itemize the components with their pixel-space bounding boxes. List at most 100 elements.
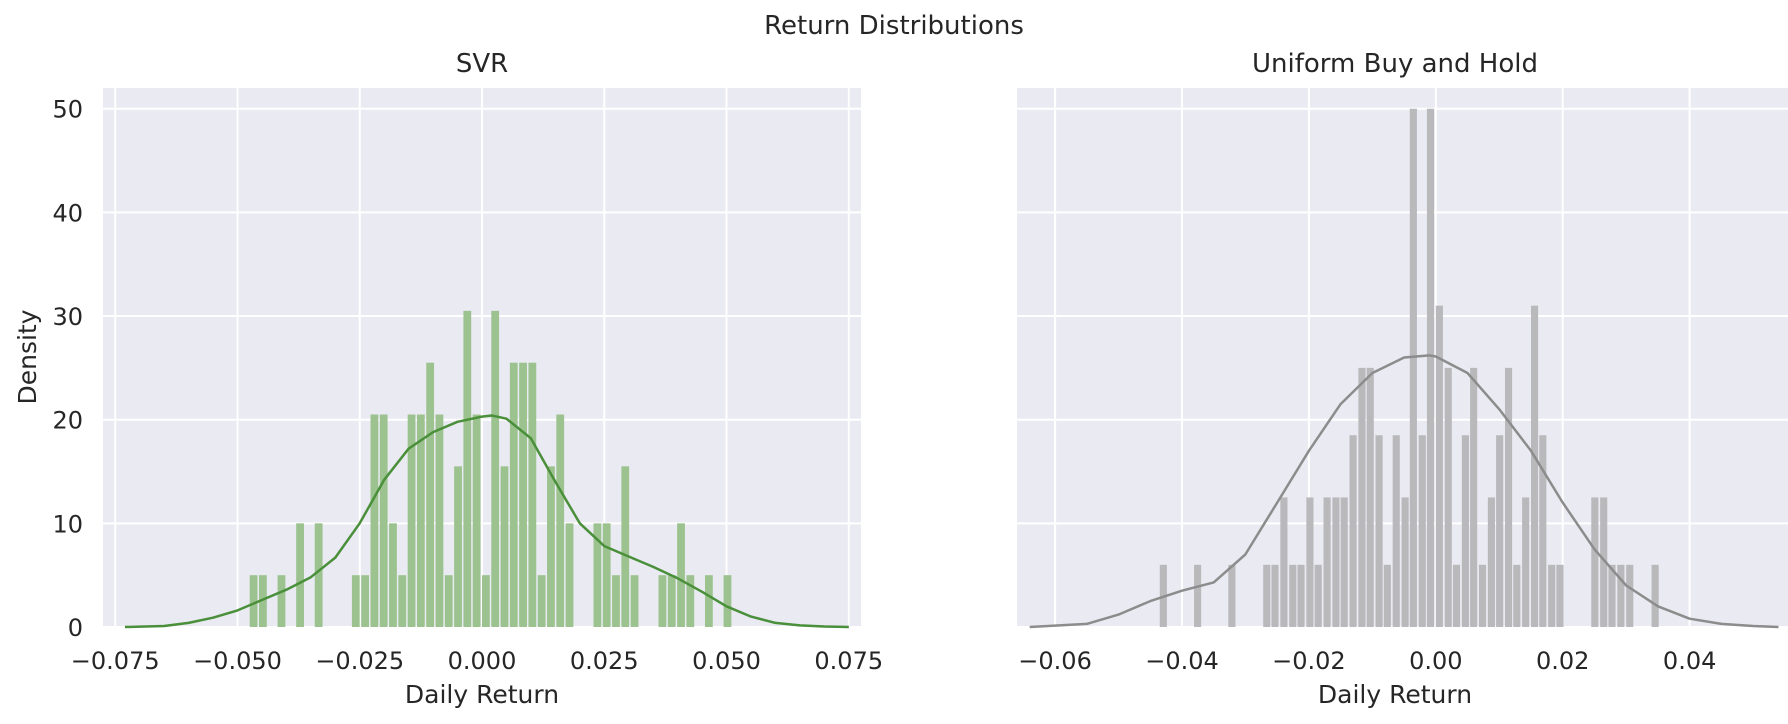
svr-hist-bar [658, 575, 667, 627]
svr-hist-bar [379, 414, 388, 627]
svr-y-tick-label: 50 [52, 96, 83, 124]
svr-title: SVR [456, 49, 508, 79]
uniform-x-axis-label: Daily Return [1318, 680, 1472, 709]
svr-hist-bar [426, 362, 435, 627]
uniform-hist-bar [1452, 564, 1461, 627]
svr-hist-bar [547, 466, 555, 627]
uniform-hist-bar [1349, 435, 1357, 627]
svr-hist-bar [667, 575, 676, 627]
svr-hist-bar [528, 362, 537, 627]
svr-hist-bar [314, 523, 323, 627]
uniform-x-tick-label: 0.04 [1663, 647, 1716, 675]
uniform-x-tick-label: 0.00 [1409, 647, 1462, 675]
uniform-hist-bar [1228, 564, 1236, 627]
uniform-hist-bar [1194, 564, 1202, 627]
uniform-hist-bar [1263, 564, 1271, 627]
uniform-hist-bar [1496, 435, 1504, 627]
svr-x-tick-label: −0.075 [71, 647, 160, 675]
uniform-title: Uniform Buy and Hold [1252, 49, 1538, 79]
uniform-hist-bar [1435, 305, 1443, 627]
uniform-hist-bar [1600, 497, 1608, 627]
uniform-hist-bar [1504, 367, 1513, 627]
svr-x-tick-label: 0.075 [814, 647, 883, 675]
uniform-hist-bar [1383, 564, 1391, 627]
uniform-hist-bar [1366, 367, 1374, 627]
uniform-x-tick-label: 0.02 [1536, 647, 1589, 675]
svr-hist-bar [482, 575, 490, 627]
uniform-hist-bar [1401, 497, 1409, 627]
svr-hist-bar [277, 575, 286, 627]
uniform-hist-bar [1591, 497, 1599, 627]
svr-y-axis-label: Density [13, 309, 42, 404]
figure-title: Return Distributions [764, 11, 1024, 41]
svr-hist-bar [463, 310, 472, 627]
svr-hist-bar [630, 575, 639, 627]
svr-hist-bar [602, 523, 611, 627]
svr-hist-bar [565, 523, 574, 627]
uniform-hist-bar [1487, 497, 1495, 627]
svr-y-tick-label: 10 [52, 510, 83, 538]
svr-panel: −0.075 −0.050 −0.025 0.000 0.025 0.050 0.075 0 1… [13, 49, 883, 709]
svr-hist-bar [398, 575, 407, 627]
svr-hist-bar [351, 575, 360, 627]
uniform-hist-bar [1548, 564, 1556, 627]
svr-hist-bar [556, 414, 565, 627]
svr-hist-bar [500, 466, 509, 627]
svr-hist-bar [677, 523, 685, 627]
svr-kde-line [124, 414, 849, 629]
uniform-hist-bar [1626, 564, 1634, 627]
svr-hist-bar [370, 414, 379, 627]
svr-hist-bar [686, 575, 695, 627]
uniform-hist-bar [1392, 435, 1400, 627]
svr-hist-bar [723, 575, 732, 627]
svr-hist-bar [621, 466, 630, 627]
uniform-hist-bar [1375, 435, 1383, 627]
svr-x-tick-label: −0.025 [315, 647, 404, 675]
uniform-hist-bar [1556, 564, 1564, 627]
svr-hist-bar [361, 575, 370, 627]
uniform-hist-bar [1271, 564, 1279, 627]
svr-x-axis-label: Daily Return [405, 680, 559, 709]
svr-hist-bar [509, 362, 518, 627]
uniform-x-tick-label: −0.04 [1145, 647, 1219, 675]
svr-hist-bar [259, 575, 267, 627]
uniform-hist-bar [1478, 564, 1487, 627]
uniform-buy-and-hold-panel: −0.06 −0.04 −0.02 0.00 0.02 0.04 Uniform Buy … [1017, 49, 1788, 709]
uniform-hist-bar [1531, 305, 1539, 627]
svr-y-tick-label: 20 [52, 407, 83, 435]
svr-hist-bar [389, 523, 397, 627]
svr-hist-bar [435, 414, 444, 627]
uniform-x-tick-label: −0.02 [1272, 647, 1346, 675]
svr-x-tick-label: −0.050 [193, 647, 282, 675]
svr-hist-bar [296, 523, 304, 627]
svr-y-tick-label: 0 [68, 614, 83, 642]
svr-x-tick-label: 0.050 [692, 647, 761, 675]
uniform-hist-bar [1539, 435, 1547, 627]
uniform-hist-bar [1297, 564, 1305, 627]
svr-hist-bar [612, 575, 620, 627]
svr-hist-bar [249, 575, 258, 627]
svr-hist-bar [704, 575, 713, 627]
svr-hist-bar [407, 414, 416, 627]
uniform-hist-bar [1323, 497, 1331, 627]
uniform-hist-bar [1306, 497, 1314, 627]
svr-hist-bar [472, 414, 481, 627]
uniform-hist-bar [1522, 497, 1530, 627]
svr-hist-bar [454, 466, 462, 627]
uniform-hist-bar [1340, 497, 1348, 627]
svr-hist-bar [593, 523, 602, 627]
uniform-hist-bar [1289, 564, 1297, 627]
uniform-hist-bar [1470, 367, 1478, 627]
uniform-hist-bar [1358, 367, 1366, 627]
uniform-kde-line [1029, 354, 1779, 629]
svr-y-tick-label: 30 [52, 303, 83, 331]
uniform-hist-bar [1314, 564, 1322, 627]
uniform-hist-bar [1444, 367, 1452, 627]
svr-x-tick-label: 0.025 [570, 647, 639, 675]
svr-hist-bar [444, 575, 453, 627]
uniform-hist-bar [1461, 435, 1469, 627]
uniform-hist-bar [1280, 497, 1288, 627]
uniform-hist-bar [1651, 564, 1659, 627]
uniform-hist-bar [1409, 108, 1417, 627]
